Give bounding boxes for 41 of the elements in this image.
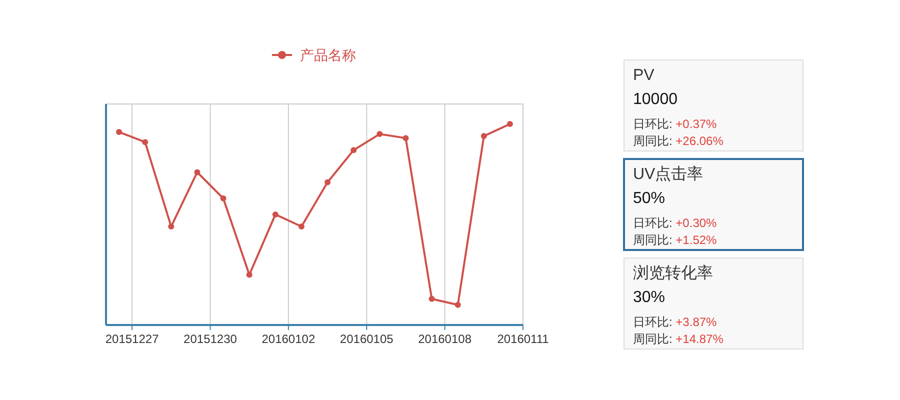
text: 周同比: (633, 332, 676, 346)
text: 周同比: (633, 233, 676, 247)
text: UV点击率 (633, 165, 704, 183)
point (194, 169, 200, 176)
text: +0.37% (676, 117, 718, 131)
text: +14.87% (676, 332, 724, 346)
x-tick-label: 20151230 (184, 332, 238, 346)
text: PV (633, 67, 655, 84)
x-tick-label: 20160105 (340, 332, 394, 346)
point (116, 129, 122, 136)
text: 日环比: (633, 216, 676, 230)
text: 日环比: (633, 315, 676, 329)
point (376, 131, 383, 138)
text: +0.30% (676, 216, 718, 230)
x-tick-label: 20160108 (418, 332, 472, 346)
point (220, 195, 226, 202)
text: 10000 (633, 91, 678, 108)
x-tick-label: 20160102 (262, 332, 316, 346)
point (350, 147, 357, 154)
point (246, 272, 252, 278)
text: 50% (633, 190, 666, 207)
point (142, 139, 148, 146)
text: 30% (633, 289, 666, 306)
point (480, 133, 487, 140)
x-tick-label: 20160111 (497, 332, 550, 346)
point (298, 224, 304, 230)
text: +1.52% (676, 233, 718, 247)
point (272, 211, 278, 218)
point (506, 121, 513, 127)
text: +3.87% (676, 315, 718, 329)
text: 周同比: (633, 134, 676, 148)
point (168, 224, 174, 230)
x-tick-label: 20151227 (105, 332, 160, 346)
legend-label: 产品名称 (300, 47, 356, 63)
point (324, 179, 331, 186)
point (428, 296, 435, 302)
point (454, 302, 461, 308)
point (402, 135, 409, 142)
text: +26.06% (676, 134, 724, 148)
text: 日环比: (633, 117, 676, 131)
text: 浏览转化率 (633, 264, 713, 282)
